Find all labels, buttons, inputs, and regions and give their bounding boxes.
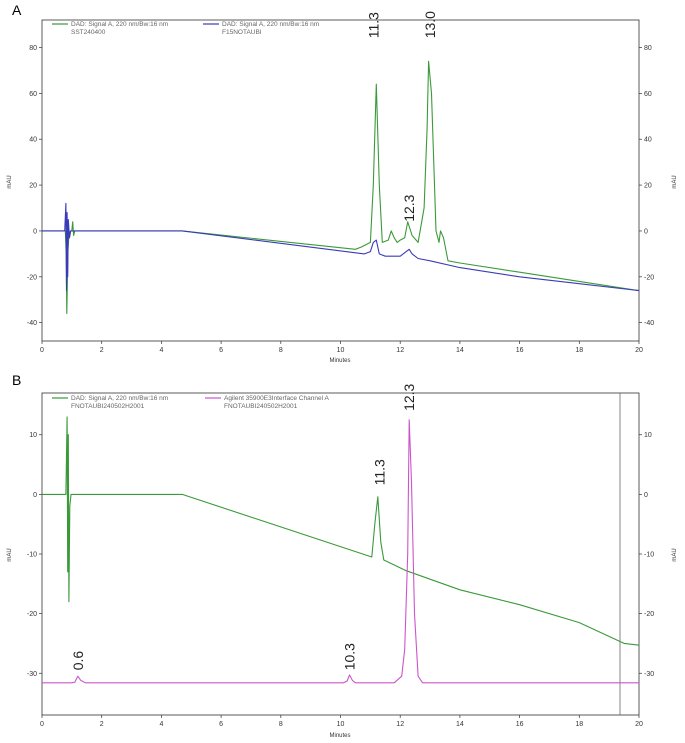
panel-a-y-tick-label: 80 (29, 45, 37, 52)
panel-b-x-tick-label: 4 (159, 721, 163, 728)
panel-a-series-1-line (42, 202, 640, 292)
panel-a-x-tick-label: 10 (337, 347, 345, 354)
panel-a-y-tick-label: 0 (33, 228, 37, 235)
panel-a-y-tick-label: -40 (27, 320, 37, 327)
panel-b-y-tick-label: -20 (27, 611, 37, 618)
panel-b-chart: B 0 2 4 6 8 10 12 14 16 18 20 -30 -20 -10 0 10 -30 -20 -10… (7, 372, 678, 739)
panel-b-y2-axis-title: mAU (672, 548, 678, 561)
panel-b-series-1-line (42, 419, 639, 684)
panel-a-y2-tick-label: 60 (644, 91, 652, 98)
panel-b-legend-1-line1: DAD: Signal A, 220 nm/Bw:16 nm (71, 395, 168, 402)
panel-a-y-tick-label: -20 (27, 274, 37, 281)
panel-a-y2-tick-label: 0 (644, 228, 648, 235)
panel-b-legend: DAD: Signal A, 220 nm/Bw:16 nm FNOTAUBI2… (52, 395, 329, 410)
panel-a-traces (42, 60, 640, 315)
panel-a-y2-axis-title: mAU (672, 175, 678, 188)
panel-b-x-axis-title: Minutes (329, 733, 350, 739)
panel-b-x-tick-label: 14 (456, 721, 464, 728)
panel-a-plot-frame (41, 19, 640, 342)
panel-a-x-tick-label: 16 (516, 347, 524, 354)
panel-b-legend-2-line2: FNOTAUBI240502H2001 (224, 403, 298, 410)
panel-b-plot-frame (41, 392, 640, 716)
panel-a-letter: A (12, 2, 22, 18)
panel-a-x-tick-label: 0 (40, 347, 44, 354)
panel-b-x-tick-label: 20 (635, 721, 643, 728)
panel-b-y-tick-label: 10 (29, 432, 37, 439)
panel-a-y2-tick-label: -40 (644, 320, 654, 327)
panel-a-x-tick-label: 18 (575, 347, 583, 354)
panel-a-x-tick-label: 6 (219, 347, 223, 354)
panel-a-legend-2-line1: DAD: Signal A, 220 nm/Bw:16 nm (222, 21, 319, 28)
panel-a-chart: A 0 2 4 6 8 10 12 14 16 18 20 -40 -20 0 20 40 60 80 -40 -20… (7, 2, 678, 364)
panel-a-peak-label: 11.3 (365, 12, 381, 38)
panel-a-x-tick-label: 4 (159, 347, 163, 354)
panel-a-y-axis-title: mAU (7, 175, 13, 188)
panel-a-series-0-line (42, 60, 640, 315)
panel-a-y-tick-label: 20 (29, 183, 37, 190)
panel-b-peak-label: 11.3 (371, 459, 387, 485)
panel-b-x-tick-label: 0 (40, 721, 44, 728)
panel-b-x-tick-label: 16 (516, 721, 524, 728)
panel-b-letter: B (12, 372, 21, 388)
panel-a-ticks: 0 2 4 6 8 10 12 14 16 18 20 -40 -20 0 20 40 60 80 -40 -20 0 2… (27, 45, 654, 354)
panel-a-x-tick-label: 20 (635, 347, 643, 354)
panel-b-x-tick-label: 18 (575, 721, 583, 728)
panel-b-y-tick-label: 0 (33, 492, 37, 499)
panel-b-peak-label: 10.3 (342, 643, 358, 670)
panel-b-y2-tick-label: -10 (644, 552, 654, 559)
panel-a-y2-tick-label: 40 (644, 137, 652, 144)
panel-b-legend-1-line2: FNOTAUBI240502H2001 (71, 403, 145, 410)
panel-a-legend: DAD: Signal A, 220 nm/Bw:16 nm SST240400… (52, 21, 319, 36)
panel-a-y2-tick-label: -20 (644, 274, 654, 281)
panel-a-legend-2-line2: F15NOTAUBI (222, 29, 262, 36)
panel-a-peak-label: 13.0 (422, 11, 438, 38)
panel-a-legend-1-line2: SST240400 (71, 29, 106, 36)
panel-b-y2-tick-label: -20 (644, 611, 654, 618)
panel-a-y2-tick-label: 20 (644, 183, 652, 190)
panel-b-peak-label: 12.3 (401, 383, 417, 410)
panel-b-y-tick-label: -30 (27, 671, 37, 678)
panel-b-traces (42, 416, 640, 684)
panel-b-x-tick-label: 12 (396, 721, 404, 728)
panel-a-x-tick-label: 12 (396, 347, 404, 354)
panel-b-x-tick-label: 2 (100, 721, 104, 728)
panel-b-peak-label: 0.6 (70, 651, 86, 671)
panel-b-y2-tick-label: 0 (644, 492, 648, 499)
panel-a-legend-1-line1: DAD: Signal A, 220 nm/Bw:16 nm (71, 21, 168, 28)
panel-b-ticks: 0 2 4 6 8 10 12 14 16 18 20 -30 -20 -10 0 10 -30 -20 -10 0 1… (27, 432, 654, 728)
panel-a-peak-label: 12.3 (401, 194, 417, 221)
panel-a-x-tick-label: 14 (456, 347, 464, 354)
panel-b-y2-tick-label: -30 (644, 671, 654, 678)
panel-b-series-0-line (42, 416, 640, 646)
panel-b-x-tick-label: 6 (219, 721, 223, 728)
panel-a-x-axis-title: Minutes (329, 358, 350, 364)
panel-a-x-tick-label: 2 (100, 347, 104, 354)
panel-b-x-tick-label: 10 (337, 721, 345, 728)
panel-a-y-tick-label: 60 (29, 91, 37, 98)
panel-a-peak-labels: 11.3 12.3 13.0 (365, 11, 438, 222)
panel-b-y-axis-title: mAU (7, 548, 13, 561)
panel-a-y2-tick-label: 80 (644, 45, 652, 52)
panel-b-y-tick-label: -10 (27, 552, 37, 559)
panel-b-legend-2-line1: Agilent 35900E3Interface Channel A (224, 395, 329, 402)
panel-a-x-tick-label: 8 (279, 347, 283, 354)
panel-b-x-tick-label: 8 (279, 721, 283, 728)
panel-b-y2-tick-label: 10 (644, 432, 652, 439)
panel-b-peak-labels: 0.6 10.3 11.3 12.3 (70, 383, 417, 670)
panel-a-y-tick-label: 40 (29, 137, 37, 144)
